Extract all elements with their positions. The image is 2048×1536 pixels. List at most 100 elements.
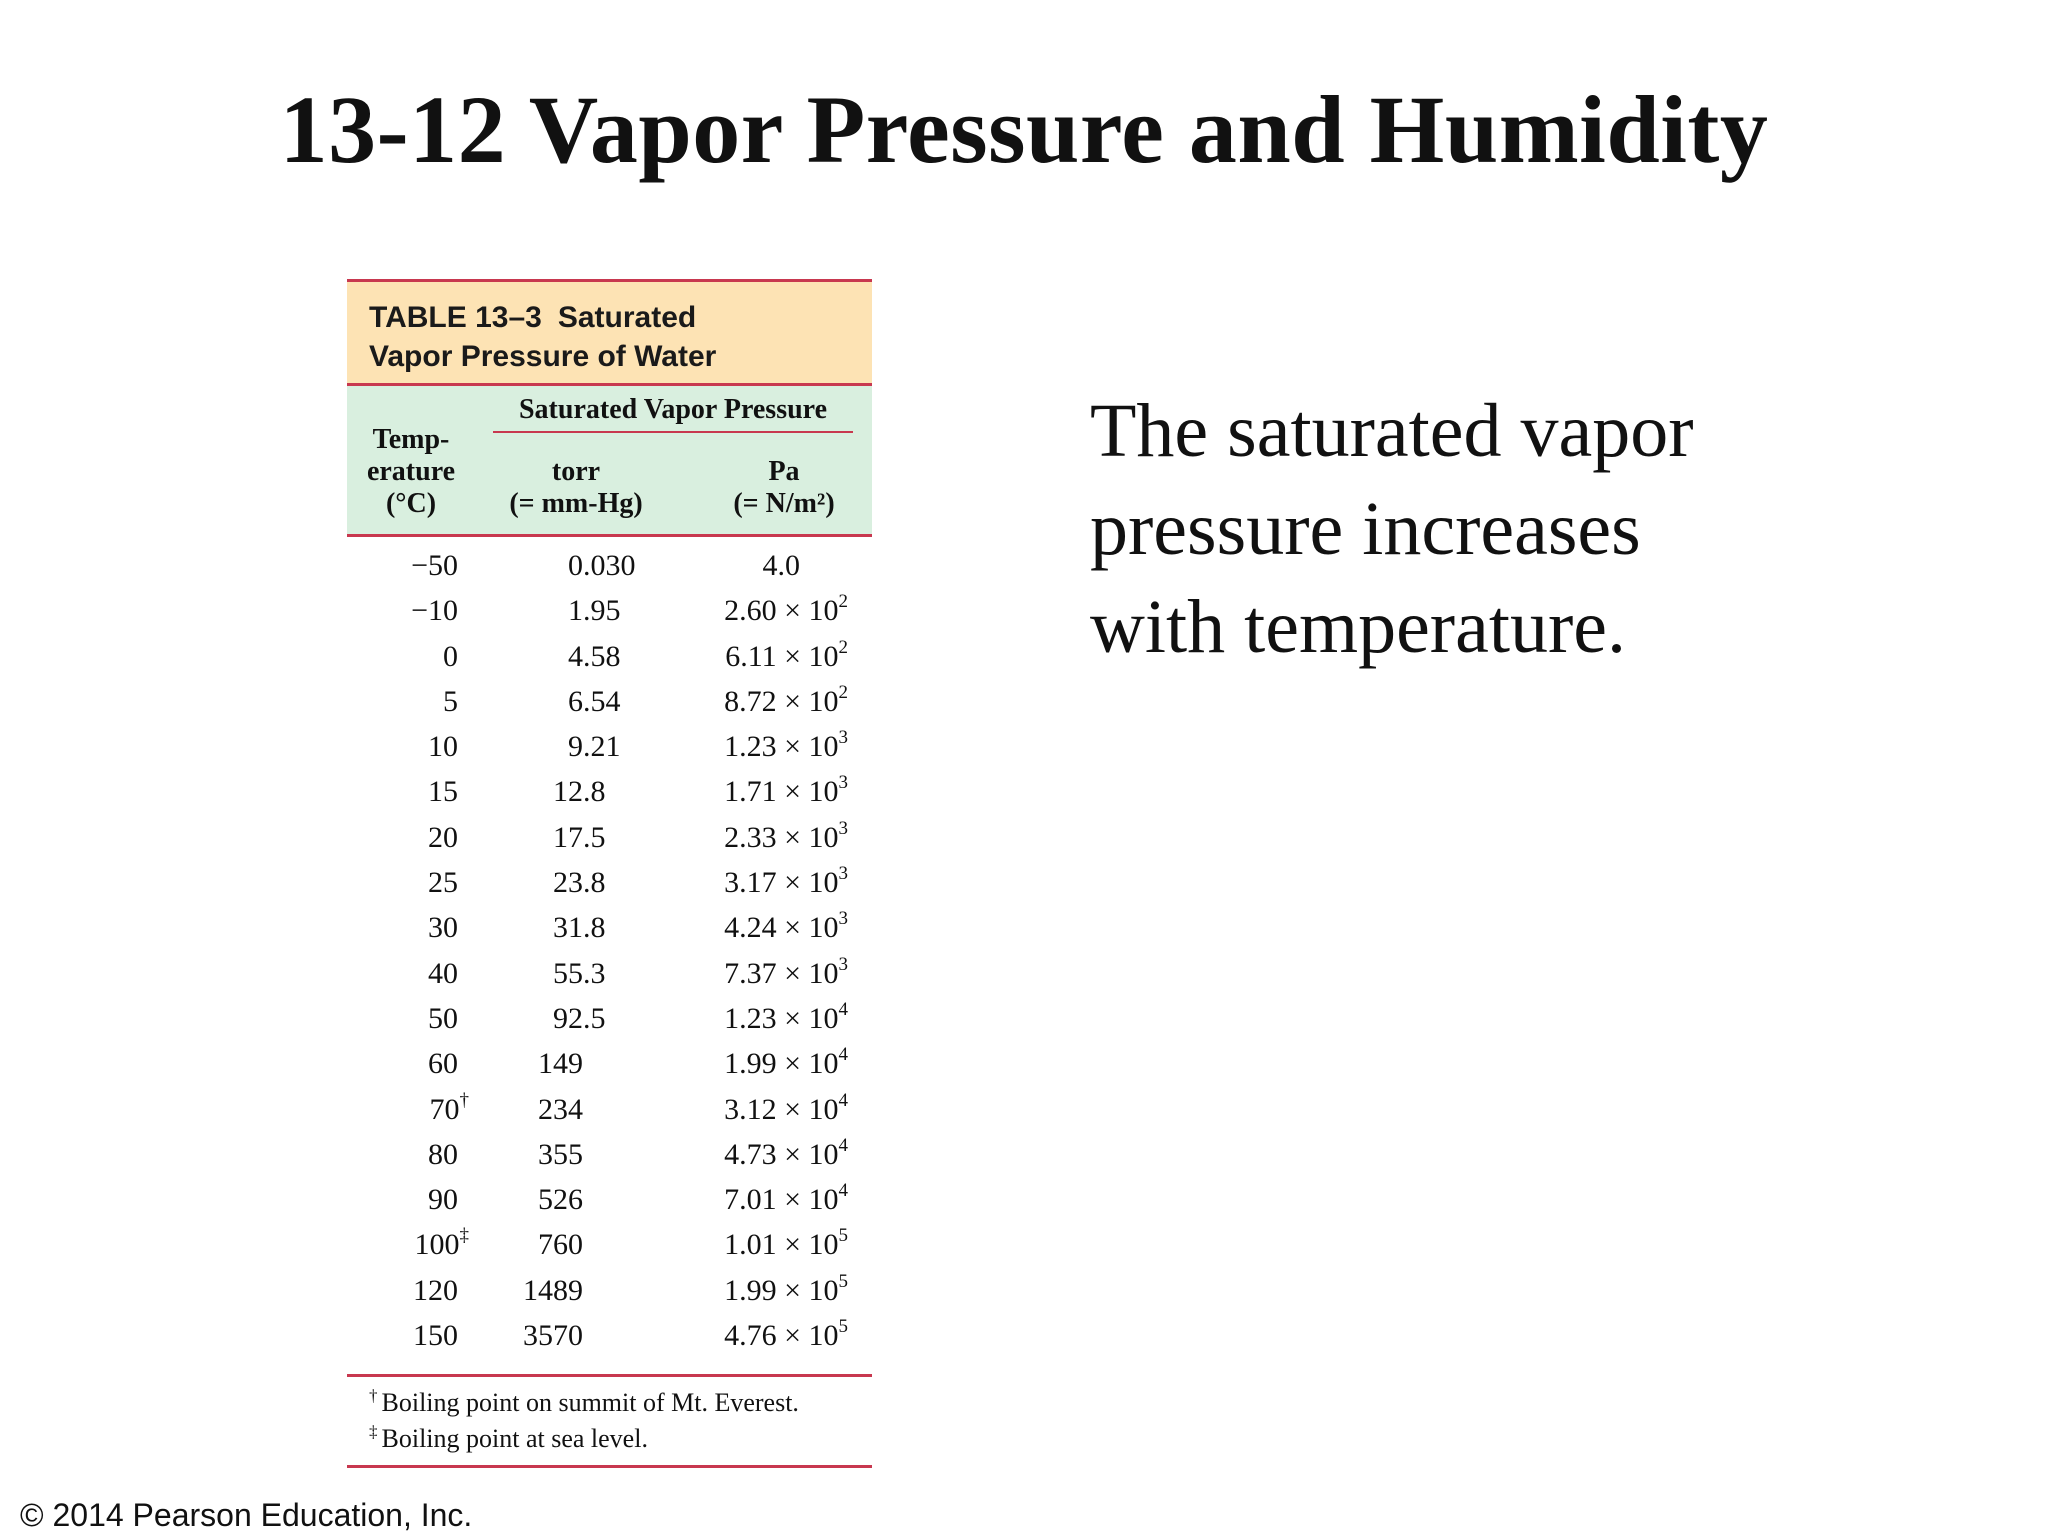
temperature-cell: 30: [428, 911, 458, 945]
exponent: 4: [838, 1044, 849, 1066]
table-row: 20 17.5 2.33 × 103: [347, 815, 872, 860]
pascal-cell: 1.23 × 103: [724, 727, 849, 764]
torr-cell: 526: [538, 1183, 583, 1217]
pascal-cell: 4.0: [762, 549, 801, 582]
pascal-cell: 4.73 × 104: [724, 1134, 849, 1171]
table-footnotes: † Boiling point on summit of Mt. Everest.…: [347, 1374, 872, 1469]
pascal-cell: 2.60 × 102: [724, 591, 849, 628]
temperature-cell: 70†: [429, 1089, 470, 1126]
temperature-cell: 0: [443, 639, 458, 673]
footnote-text: Boiling point on summit of Mt. Everest.: [381, 1388, 799, 1418]
pascal-cell: 7.01 × 104: [724, 1180, 849, 1217]
torr-cell: 6.54: [568, 684, 621, 718]
torr-cell: 23.8: [553, 866, 606, 900]
pascal-cell: 4.76 × 105: [724, 1316, 848, 1353]
exponent: 4: [838, 1089, 849, 1111]
temperature-cell: 10: [428, 730, 458, 764]
pascal-cell: 6.11 × 102: [725, 636, 848, 673]
footnote-marker: †: [369, 1386, 378, 1406]
table-row: −50 0.030 4.0: [347, 543, 872, 588]
exponent: 3: [838, 772, 849, 794]
pascal-cell: 1.99 × 104: [724, 1044, 849, 1081]
pascal-cell: 3.12 × 104: [724, 1089, 849, 1126]
pascal-cell: 7.37 × 103: [724, 953, 849, 990]
exponent: 3: [838, 817, 849, 839]
table-row: 80 355 4.73 × 104: [347, 1132, 872, 1177]
slide-title: 13-12 Vapor Pressure and Humidity: [279, 76, 1769, 183]
exponent: 4: [838, 1180, 849, 1202]
temperature-cell: −10: [411, 594, 458, 628]
temperature-cell: 50: [428, 1001, 458, 1035]
footnote-marker: ‡: [369, 1422, 378, 1442]
body-line: The saturated vapor: [1090, 389, 1694, 473]
torr-cell: 355: [538, 1137, 583, 1171]
exponent: 2: [838, 681, 849, 703]
torr-cell: 17.5: [553, 820, 606, 854]
exponent: 4: [838, 1134, 849, 1156]
header-divider: [493, 431, 853, 433]
table-row: 5 6.54 8.72 × 102: [347, 679, 872, 724]
temperature-cell: 90: [428, 1183, 458, 1217]
table-row: 150 3570 4.76 × 105: [347, 1313, 872, 1358]
torr-cell: 1489: [523, 1273, 583, 1307]
temperature-cell: 80: [428, 1137, 458, 1171]
footnote-marker: ‡: [459, 1225, 470, 1247]
table-caption-line2: Vapor Pressure of Water: [369, 340, 717, 373]
temperature-cell: −50: [411, 549, 458, 582]
temperature-column-header: Temp- erature (°C): [366, 424, 456, 519]
table-row: 40 55.3 7.37 × 103: [347, 951, 872, 996]
temperature-cell: 20: [428, 820, 458, 854]
footnote: ‡ Boiling point at sea level.: [369, 1421, 872, 1457]
torr-cell: 3570: [523, 1319, 583, 1353]
pascal-cell: 1.99 × 105: [724, 1270, 849, 1307]
exponent: 2: [838, 591, 849, 613]
pa-column-header: Pa (= N/m²): [733, 456, 835, 519]
table-body: −50 0.030 4.0 −10 1.95 2.60 × 102 0 4.58 6.11 × …: [347, 537, 872, 1358]
exponent: 3: [838, 953, 849, 975]
table-row: 30 31.8 4.24 × 103: [347, 905, 872, 950]
footnote-marker: †: [459, 1089, 470, 1111]
body-line: with temperature.: [1090, 585, 1627, 669]
table-row: 0 4.58 6.11 × 102: [347, 634, 872, 679]
torr-cell: 31.8: [553, 911, 606, 945]
table-row: −10 1.95 2.60 × 102: [347, 588, 872, 633]
table-caption-tail: Saturated: [557, 301, 697, 334]
table-row: 120 1489 1.99 × 105: [347, 1268, 872, 1313]
torr-cell: 760: [538, 1228, 583, 1262]
exponent: 3: [838, 863, 849, 885]
torr-cell: 149: [538, 1047, 583, 1081]
exponent: 3: [838, 727, 849, 749]
torr-cell: 55.3: [553, 956, 606, 990]
torr-cell: 9.21: [568, 730, 621, 764]
footnote: † Boiling point on summit of Mt. Everest.: [369, 1385, 872, 1421]
temperature-cell: 25: [428, 866, 458, 900]
table-caption: TABLE 13–3 Saturated Vapor Pressure of Wa…: [347, 279, 872, 386]
footnote-text: Boiling point at sea level.: [381, 1424, 648, 1454]
torr-cell: 234: [538, 1092, 583, 1126]
pascal-cell: 1.01 × 105: [724, 1225, 849, 1262]
exponent: 4: [838, 998, 849, 1020]
temperature-cell: 40: [428, 956, 458, 990]
exponent: 5: [838, 1270, 849, 1292]
temperature-cell: 5: [443, 684, 458, 718]
table-row: 60 149 1.99 × 104: [347, 1041, 872, 1086]
body-line: pressure increases: [1090, 487, 1641, 571]
copyright-notice: © 2014 Pearson Education, Inc.: [20, 1497, 473, 1533]
torr-cell: 4.58: [568, 639, 621, 673]
temperature-cell: 15: [428, 775, 458, 809]
torr-column-header: torr (= mm-Hg): [509, 456, 643, 519]
table-header: Temp- erature (°C) Saturated Vapor Press…: [347, 386, 872, 537]
table-row: 25 23.8 3.17 × 103: [347, 860, 872, 905]
table-label: TABLE 13–3: [369, 301, 542, 334]
table-row: 10 9.21 1.23 × 103: [347, 724, 872, 769]
saturated-vapor-pressure-header: Saturated Vapor Pressure: [518, 394, 828, 425]
table-row: 70† 234 3.12 × 104: [347, 1087, 872, 1132]
torr-cell: 92.5: [553, 1001, 606, 1035]
torr-cell: 1.95: [568, 594, 621, 628]
temperature-cell: 150: [413, 1319, 458, 1353]
temperature-cell: 60: [428, 1047, 458, 1081]
pascal-cell: 3.17 × 103: [724, 863, 849, 900]
pascal-cell: 2.33 × 103: [724, 817, 849, 854]
pascal-cell: 1.23 × 104: [724, 998, 849, 1035]
exponent: 5: [838, 1225, 849, 1247]
